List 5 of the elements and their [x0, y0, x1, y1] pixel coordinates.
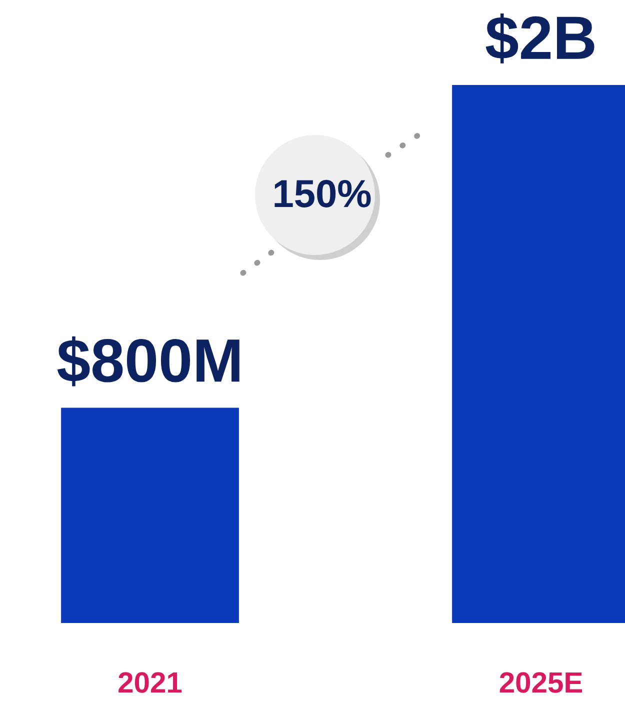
data-label: $800M — [57, 336, 240, 386]
x-tick-label: 2021 — [118, 672, 182, 693]
annotation: 150% — [274, 180, 371, 208]
x-tick-label: 2025E — [500, 672, 582, 693]
data-label: $2B — [486, 14, 594, 64]
